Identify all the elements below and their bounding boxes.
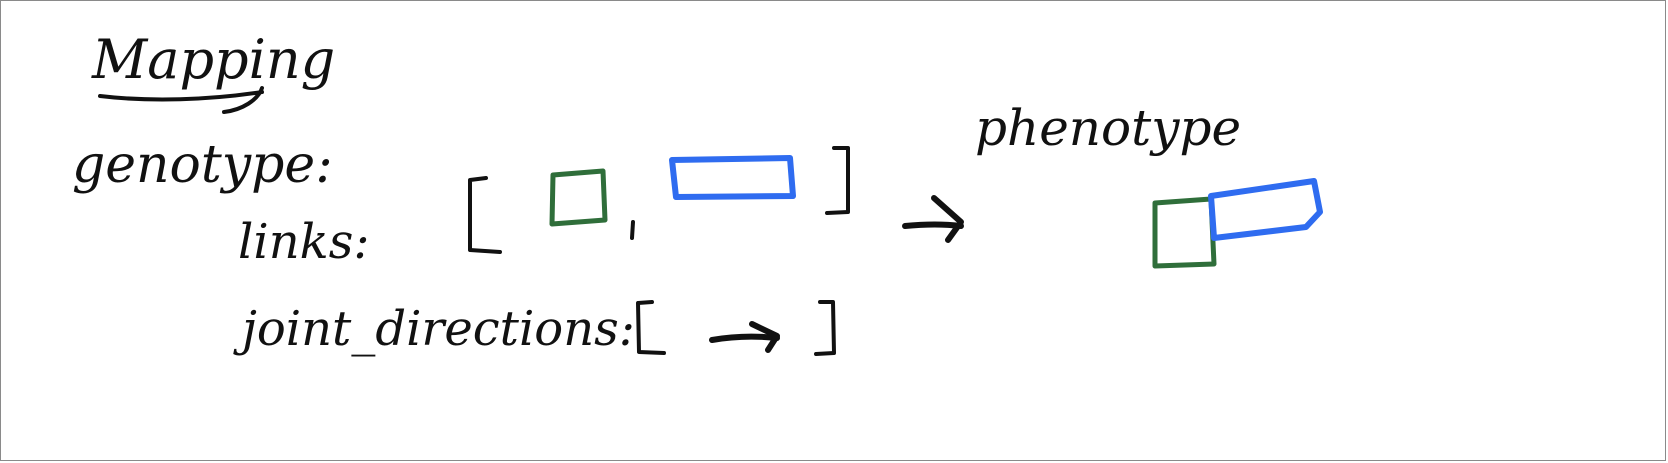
- title-flourish: [222, 86, 264, 114]
- mapping-arrow-icon: [902, 195, 964, 243]
- phenotype-label: phenotype: [975, 99, 1241, 157]
- phenotype-green-square-icon: [1152, 196, 1217, 269]
- links-label: links:: [238, 214, 370, 270]
- right-bracket: [825, 146, 850, 215]
- joint-left-bracket: [636, 300, 666, 355]
- joint-directions-label: joint_directions:: [233, 301, 635, 357]
- green-square-link-icon: [549, 168, 608, 227]
- genotype-label: genotype:: [72, 135, 333, 195]
- joint-directions-list: [636, 300, 836, 356]
- phenotype-structure: [1152, 178, 1323, 269]
- left-bracket: [468, 176, 502, 254]
- blue-rectangle-link-icon: [669, 155, 796, 200]
- title-text: Mapping: [91, 28, 335, 91]
- comma-separator: [630, 220, 635, 240]
- joint-direction-arrow-icon: [709, 321, 780, 353]
- phenotype-blue-rectangle-icon: [1208, 178, 1323, 241]
- links-list: [468, 146, 850, 254]
- joint-right-bracket: [814, 300, 836, 356]
- title-underline: [98, 90, 264, 102]
